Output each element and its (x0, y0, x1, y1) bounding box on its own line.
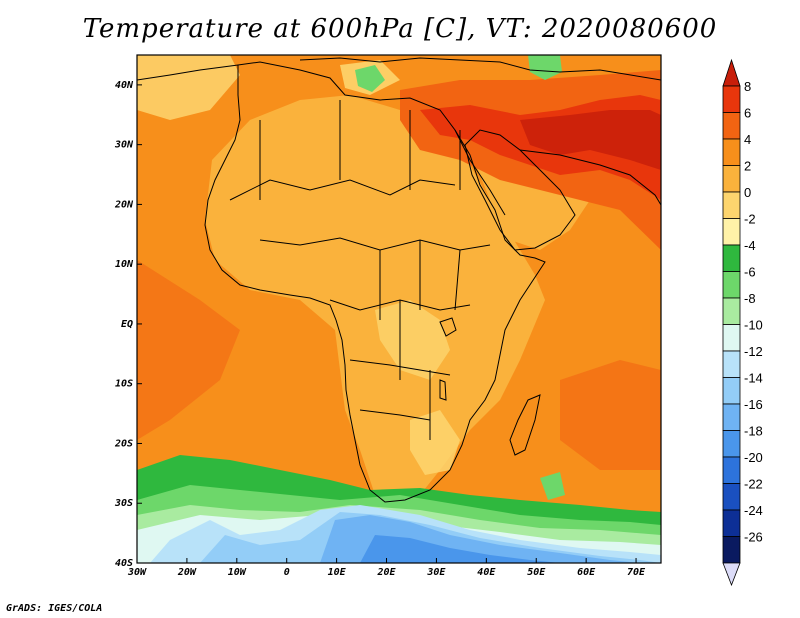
lon-tick-label: 40E (477, 567, 496, 578)
colorbar-label: -2 (744, 212, 756, 227)
colorbar-label: -10 (744, 318, 763, 333)
lon-tick-label: 10W (228, 567, 247, 578)
colorbar-swatch (722, 297, 741, 325)
lon-tick-label: 20W (177, 567, 197, 578)
colorbar-label: -20 (744, 450, 763, 465)
colorbar-swatch (722, 456, 741, 484)
colorbar-swatch (722, 112, 741, 140)
colorbar-label: 4 (744, 132, 751, 147)
colorbar-label: -6 (744, 265, 756, 280)
colorbar-label: -14 (744, 371, 763, 386)
colorbar-swatch (722, 244, 741, 272)
field-north-green-2 (528, 55, 562, 80)
colorbar-label: -16 (744, 397, 763, 412)
lat-tick-label: 10S (115, 379, 133, 390)
colorbar-swatch (722, 350, 741, 378)
border-sahel (229, 179, 456, 201)
lat-tick-label: 20S (114, 438, 133, 449)
lat-tick-label: 40S (115, 558, 133, 569)
field-southern-mild (410, 410, 460, 475)
lat-tick-label: 40N (115, 80, 134, 91)
lake-malawi (439, 379, 447, 401)
colorbar-swatch (722, 483, 741, 511)
colorbar-label: 6 (744, 106, 751, 121)
colorbar-bottom-arrow (722, 562, 741, 587)
lake-victoria (439, 317, 457, 337)
colorbar-swatch (722, 165, 741, 193)
colorbar-label: 8 (744, 79, 751, 94)
lat-tick-label: EQ (121, 319, 133, 330)
lon-tick-label: 50E (527, 567, 546, 578)
coast-red-sea (454, 129, 506, 216)
colorbar-swatch (722, 509, 741, 537)
colorbar-label: -12 (744, 344, 763, 359)
colorbar-label: 0 (744, 185, 751, 200)
field-south-deepblue (360, 535, 560, 563)
colorbar-label: -18 (744, 424, 763, 439)
border-north (259, 100, 461, 200)
lat-tick-label: 20N (114, 199, 134, 210)
colorbar-swatch (722, 218, 741, 246)
field-hot-hotspot (520, 110, 661, 170)
colorbar-top-arrow (722, 58, 741, 87)
colorbar-swatch (722, 377, 741, 405)
lon-tick-label: 20E (376, 567, 396, 578)
colorbar-label: -26 (744, 530, 763, 545)
coast-arabia (464, 129, 576, 251)
colorbar-swatch (722, 85, 741, 113)
lon-tick-label: 60E (577, 567, 596, 578)
border-east (379, 240, 461, 440)
field-indian-warm (560, 360, 661, 470)
field-northwest-mild (137, 55, 240, 120)
colorbar-label: -24 (744, 503, 763, 518)
lat-tick-label: 10N (115, 259, 134, 270)
field-central-mild (375, 300, 450, 380)
colorbar: 8 6 4 2 0 -2 -4 -6 -8 -10 -12 -14 -16 -18 -20 -22 -24 -26 (722, 58, 763, 587)
colorbar-label: 2 (744, 159, 751, 174)
field-africa-land (205, 95, 545, 505)
lat-tick-label: 30N (114, 140, 134, 151)
coast-iran-india (519, 149, 661, 206)
field-atlantic-warm (137, 260, 240, 440)
lon-tick-label: 30W (127, 567, 147, 578)
temperature-field (137, 55, 661, 563)
colorbar-label: -8 (744, 291, 756, 306)
lon-tick-label: 0 (284, 567, 290, 578)
colorbar-swatch (722, 138, 741, 166)
map-frame (136, 54, 662, 564)
colorbar-label: -4 (744, 238, 756, 253)
lon-tick-label: 70E (627, 567, 646, 578)
coast-madagascar (509, 394, 541, 456)
lon-tick-label: 10E (328, 567, 347, 578)
latitude-axis: 40N 30N 20N 10N EQ 10S 20S 30S 40S (114, 80, 142, 569)
map-title: Temperature at 600hPa [C], VT: 202008060… (82, 14, 718, 44)
grads-credit: GrADS: IGES/COLA (6, 603, 103, 614)
colorbar-swatch (722, 430, 741, 458)
field-north-green-1 (355, 65, 385, 92)
colorbar-swatch (722, 271, 741, 299)
colorbar-swatch (722, 403, 741, 431)
colorbar-swatch (722, 191, 741, 219)
lon-tick-label: 30E (426, 567, 446, 578)
lat-tick-label: 30S (114, 498, 133, 509)
colorbar-swatch (722, 536, 741, 564)
border-south-central (349, 359, 451, 421)
longitude-axis: 30W 20W 10W 0 10E 20E 30E 40E 50E 60E 70E (127, 558, 646, 578)
field-madagascar-green (540, 472, 565, 500)
coast-europe (137, 57, 661, 81)
colorbar-swatch (722, 324, 741, 352)
colorbar-label: -22 (744, 477, 763, 492)
coastlines (137, 57, 661, 503)
